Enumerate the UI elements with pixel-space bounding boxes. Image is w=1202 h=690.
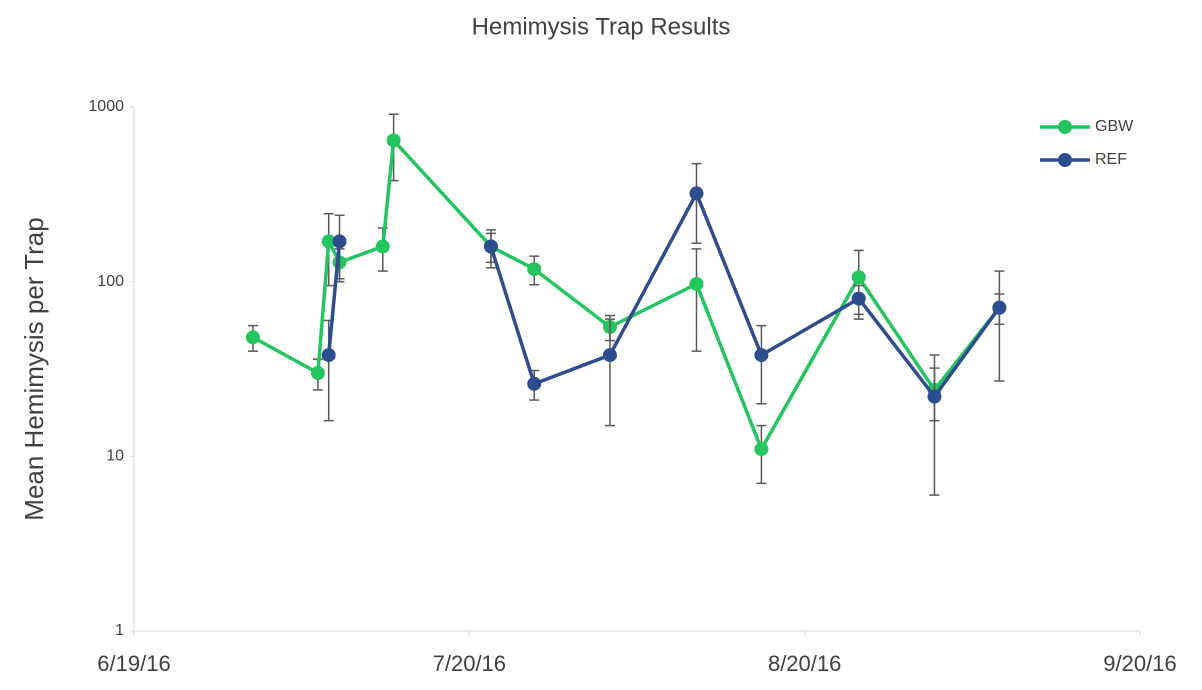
data-point [527,376,542,391]
y-tick-label: 1 [115,622,124,639]
data-point [321,348,336,363]
data-point [386,133,401,148]
y-tick-label: 1000 [88,98,124,115]
data-point [483,239,498,254]
data-point [602,348,617,363]
legend-label: GBW [1095,118,1134,135]
x-tick-label: 6/19/16 [97,651,170,676]
legend-marker [1058,153,1072,167]
data-point [321,234,336,249]
y-axis-title: Mean Hemimysis per Trap [19,217,49,520]
chart-title: Hemimysis Trap Results [472,13,731,40]
legend-label: REF [1095,151,1127,168]
data-point [310,365,325,380]
data-point [992,300,1007,315]
data-point [527,262,542,277]
data-point [332,234,347,249]
x-tick-label: 7/20/16 [433,651,506,676]
legend-marker [1058,120,1072,134]
data-point [689,186,704,201]
series-line [252,138,1001,451]
data-point [689,276,704,291]
data-point [851,291,866,306]
data-point [851,270,866,285]
data-point [754,442,769,457]
series-line [326,191,1001,399]
y-tick-label: 10 [106,448,124,465]
data-point [375,239,390,254]
data-point [927,389,942,404]
data-point [754,348,769,363]
x-tick-label: 9/20/16 [1103,651,1176,676]
y-tick-label: 100 [97,273,124,290]
data-point [245,330,260,345]
x-tick-label: 8/20/16 [768,651,841,676]
